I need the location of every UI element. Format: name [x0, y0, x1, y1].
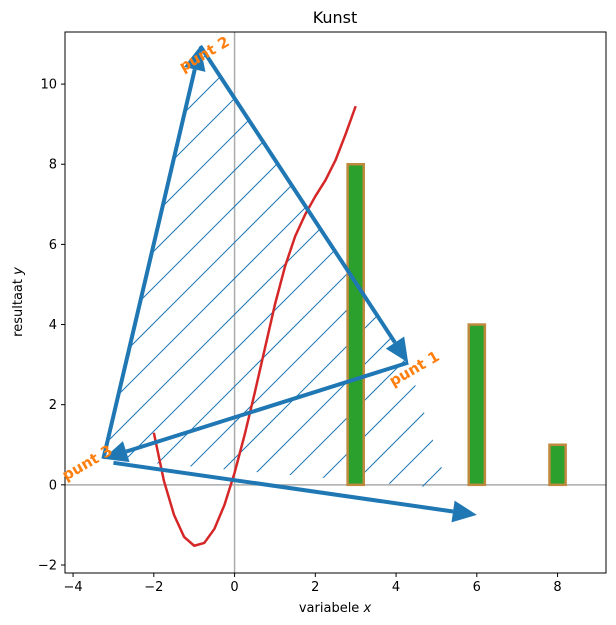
curve-line: [152, 105, 357, 547]
x-tick-label: 6: [473, 580, 481, 595]
x-tick-label: 2: [311, 580, 319, 595]
long-arrow-head: [451, 500, 477, 523]
y-axis-label: resultaat y: [11, 267, 26, 337]
plot-frame: [64, 31, 607, 574]
y-tick-label: −2: [38, 558, 57, 573]
x-tick-label: 0: [230, 580, 238, 595]
y-tick-label: 6: [49, 238, 57, 253]
long-arrow-shaft: [113, 460, 454, 514]
x-tick-label: 4: [392, 580, 400, 595]
x-tick-label: −2: [144, 580, 163, 595]
triangle-arrow-1-3-head: [103, 441, 130, 463]
triangle-arrow-1-3-shaft: [125, 360, 409, 454]
x-tick-label: 8: [553, 580, 561, 595]
triangle-arrow-3-2-head: [184, 46, 206, 72]
hatch-line: [103, 46, 334, 489]
bar-3: [346, 162, 366, 487]
y-tick-label: 8: [49, 158, 57, 173]
y-tick-label: 0: [49, 478, 57, 493]
x-tick-label: −4: [63, 580, 82, 595]
y-tick-label: 2: [49, 398, 57, 413]
y-tick-label: 10: [40, 78, 57, 93]
triangle-arrow-2-1-shaft: [198, 44, 397, 344]
triangle-arrow-2-1-head: [385, 336, 409, 363]
axis-ticks: −4 −2 0 2 4 6 8 −2 0 2 4 6 8 10: [38, 78, 562, 595]
hatch-line: [103, 46, 449, 489]
chart-title: Kunst: [313, 8, 358, 27]
x-axis-label: variabele x: [299, 601, 372, 616]
triangle-arrow-3-2-shaft: [101, 68, 197, 460]
hatch-line: [103, 46, 298, 489]
y-tick-label: 4: [49, 318, 57, 333]
bar-6: [467, 323, 487, 487]
bar-8: [548, 443, 567, 487]
